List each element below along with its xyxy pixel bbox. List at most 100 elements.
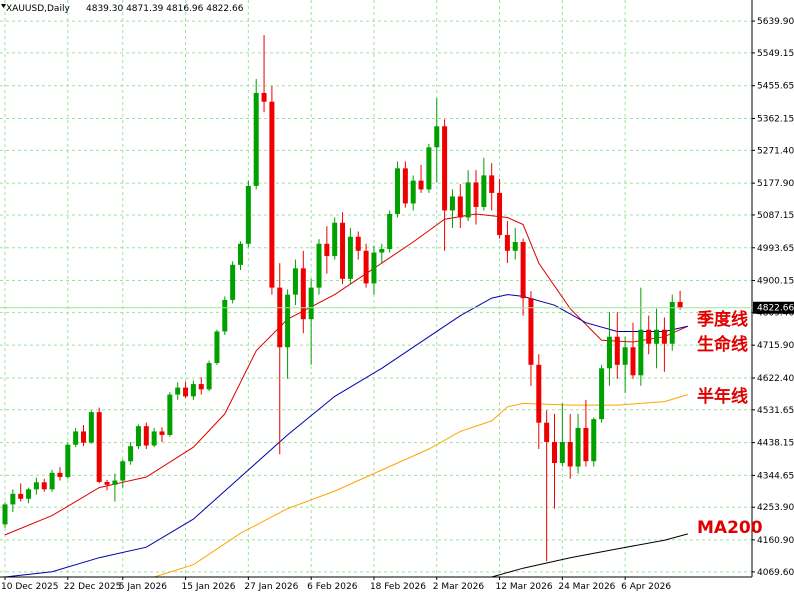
candle-body — [473, 182, 479, 207]
candle — [285, 289, 291, 379]
y-tick-label: 5455.65 — [757, 82, 794, 92]
y-tick-label: 4900.15 — [757, 277, 794, 287]
candle — [10, 489, 16, 513]
candle — [190, 380, 196, 400]
candle — [253, 78, 259, 190]
candle — [316, 239, 322, 295]
candle-body — [324, 243, 330, 257]
candle — [355, 231, 361, 260]
x-tick-label: 15 Jan 2026 — [182, 582, 236, 592]
candle — [661, 317, 667, 372]
ma-halfyear-label: 半年线 — [697, 386, 748, 407]
candle — [238, 241, 243, 271]
x-tick-label: 6 Feb 2026 — [307, 582, 358, 592]
candle-body — [504, 235, 510, 251]
y-tick-label: 5087.15 — [757, 211, 794, 221]
candle-body — [395, 168, 400, 214]
candle-body — [402, 168, 408, 204]
candle-body — [512, 242, 518, 251]
candle-body — [677, 301, 683, 308]
candle-body — [65, 444, 71, 478]
candle — [340, 212, 346, 285]
candle-body — [183, 387, 189, 397]
candle-body — [57, 472, 63, 478]
candle — [26, 487, 32, 504]
candle — [599, 364, 605, 423]
candle-body — [292, 268, 298, 295]
candle-body — [638, 329, 644, 376]
candle-body — [363, 250, 369, 284]
candle — [379, 243, 385, 264]
y-tick-label: 5639.90 — [757, 17, 794, 27]
candle-body — [426, 147, 432, 190]
candle — [167, 392, 173, 437]
candle-body — [552, 441, 557, 464]
candle — [395, 161, 400, 218]
candle — [544, 410, 550, 562]
candle-body — [536, 364, 542, 423]
candle-body — [583, 427, 589, 462]
candle — [457, 184, 463, 228]
candle-body — [167, 394, 173, 435]
candle-body — [253, 92, 259, 186]
candle — [410, 175, 416, 211]
candle-body — [41, 482, 47, 490]
candle-body — [661, 329, 667, 344]
candle — [183, 381, 189, 399]
candle — [504, 220, 510, 264]
candle — [222, 296, 228, 335]
candle — [324, 226, 330, 274]
candle — [245, 180, 251, 248]
x-tick-label: 5 Jan 2026 — [119, 582, 167, 592]
candle-body — [96, 412, 102, 482]
candle-body — [575, 427, 581, 467]
y-tick-label: 5549.15 — [757, 49, 794, 59]
candle-body — [120, 461, 126, 481]
candle — [65, 442, 71, 479]
candle-body — [245, 185, 251, 244]
candle — [206, 360, 212, 392]
candle-body — [332, 222, 338, 257]
x-tick-label: 12 Mar 2026 — [496, 582, 553, 592]
candle — [128, 441, 134, 465]
candle-body — [33, 482, 39, 490]
candle-body — [104, 481, 110, 485]
candle — [33, 477, 39, 495]
candle — [2, 502, 8, 528]
x-tick-label: 27 Jan 2026 — [244, 582, 298, 592]
x-tick-label: 6 Apr 2026 — [621, 582, 671, 592]
candle-body — [175, 387, 181, 395]
candle-body — [544, 422, 550, 442]
candle — [418, 164, 424, 193]
candle — [347, 227, 353, 285]
x-tick-label: 18 Feb 2026 — [370, 582, 426, 592]
current-price-label: 4822.66 — [757, 304, 794, 314]
candle — [230, 261, 236, 304]
candle-body — [371, 252, 377, 284]
candle — [567, 413, 573, 479]
candle-body — [300, 268, 306, 320]
candle — [646, 315, 652, 355]
candle — [654, 308, 660, 369]
candle — [614, 312, 620, 379]
candle-body — [646, 329, 652, 344]
candle-body — [654, 329, 660, 344]
candle-body — [379, 249, 385, 253]
candle-body — [206, 363, 212, 390]
candle-body — [606, 336, 612, 369]
candle — [402, 161, 408, 208]
y-tick-label: 4438.15 — [757, 439, 794, 449]
candle-body — [630, 347, 636, 376]
candle-body — [340, 222, 346, 279]
candle-body — [88, 412, 94, 443]
candle-body — [614, 336, 620, 365]
candle — [18, 483, 24, 502]
y-tick-label: 5271.40 — [757, 146, 794, 156]
ma-quarter-label: 季度线 — [697, 309, 748, 330]
candle — [677, 290, 683, 310]
y-tick-label: 4715.90 — [757, 341, 794, 351]
candle — [669, 294, 675, 351]
x-tick-label: 24 Mar 2026 — [558, 582, 615, 592]
candle-body — [135, 426, 141, 447]
